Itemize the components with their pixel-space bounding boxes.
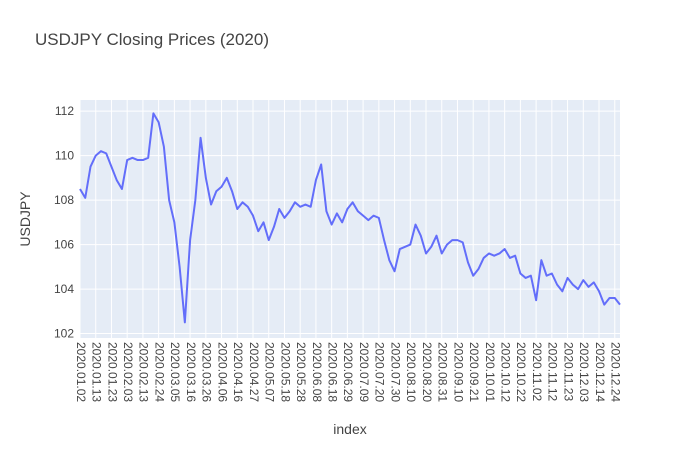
x-tick-label: 2020.12.03	[577, 342, 591, 402]
x-tick-label: 2020.12.24	[609, 342, 623, 402]
x-axis-label: index	[333, 421, 366, 437]
x-tick-label: 2020.02.24	[152, 342, 166, 402]
x-tick-label: 2020.02.13	[137, 342, 151, 402]
y-axis-label: USDJPY	[17, 191, 33, 247]
x-tick-label: 2020.07.20	[373, 342, 387, 402]
x-tick-label: 2020.06.29	[341, 342, 355, 402]
x-tick-label: 2020.08.20	[420, 342, 434, 402]
x-tick-label: 2020.06.18	[325, 342, 339, 402]
x-tick-label: 2020.06.08	[310, 342, 324, 402]
y-tick-label: 108	[54, 193, 74, 207]
x-tick-label: 2020.12.14	[593, 342, 607, 402]
y-tick-label: 110	[55, 149, 74, 163]
x-tick-label: 2020.09.21	[467, 342, 481, 402]
x-tick-label: 2020.01.13	[90, 342, 104, 402]
x-tick-label: 2020.10.22	[514, 342, 528, 402]
x-tick-label: 2020.01.23	[105, 342, 119, 402]
chart-title: USDJPY Closing Prices (2020)	[35, 30, 269, 49]
x-tick-label: 2020.04.27	[247, 342, 261, 402]
x-tick-label: 2020.10.12	[498, 342, 512, 402]
marks	[79, 112, 621, 324]
x-tick-label: 2020.02.03	[121, 342, 135, 402]
x-tick-label: 2020.05.28	[294, 342, 308, 402]
x-tick-label: 2020.10.01	[483, 342, 497, 402]
x-tick-label: 2020.03.26	[200, 342, 214, 402]
plot-area	[80, 100, 620, 338]
x-tick-label: 2020.08.10	[404, 342, 418, 402]
y-tick-label: 112	[55, 104, 74, 118]
price-line	[79, 112, 621, 324]
y-tick-label: 102	[54, 327, 74, 341]
x-tick-label: 2020.09.10	[451, 342, 465, 402]
x-tick-label: 2020.03.05	[168, 342, 182, 402]
x-tick-label: 2020.08.31	[436, 342, 450, 402]
x-tick-label: 2020.04.16	[231, 342, 245, 402]
x-tick-label: 2020.05.07	[263, 342, 277, 402]
y-tick-label: 104	[54, 282, 74, 296]
x-tick-label: 2020.03.16	[184, 342, 198, 402]
y-tick-label: 106	[54, 238, 74, 252]
x-tick-label: 2020.07.30	[388, 342, 402, 402]
x-tick-label: 2020.01.02	[74, 342, 88, 402]
x-tick-label: 2020.11.12	[546, 342, 560, 401]
x-tick-label: 2020.05.18	[278, 342, 292, 402]
x-tick-label: 2020.11.02	[530, 342, 544, 401]
x-tick-label: 2020.04.06	[215, 342, 229, 402]
x-tick-label: 2020.07.09	[357, 342, 371, 402]
x-tick-label: 2020.11.23	[561, 342, 575, 401]
